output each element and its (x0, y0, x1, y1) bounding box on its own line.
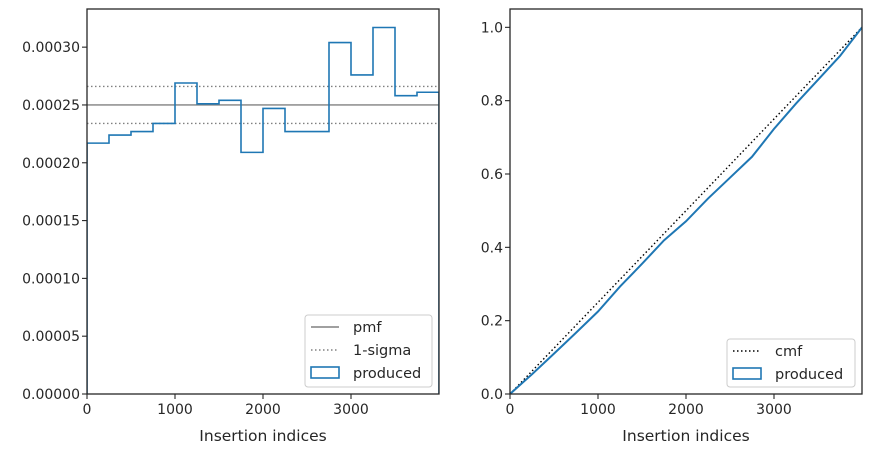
y-tick-label: 0.2 (481, 314, 503, 330)
y-tick-label: 0.00015 (22, 214, 80, 230)
x-tick-label: 0 (83, 402, 92, 418)
legend-handle-produced (732, 367, 762, 380)
x-axis-label: Insertion indices (199, 427, 326, 445)
legend-box (726, 338, 856, 388)
x-tick-label: 3000 (756, 402, 792, 418)
axes-frame (86, 8, 440, 395)
legend-handle-produced (310, 366, 340, 379)
x-tick-label: 2000 (245, 402, 281, 418)
plot-area (87, 26, 439, 394)
x-tick-label: 3000 (333, 402, 369, 418)
chart-panel-1: 0 1000 2000 3000 0.00000 0.00005 0.00010 0.0001… (22, 8, 440, 445)
y-tick-label: 0.6 (481, 167, 503, 183)
y-tick-label: 0.4 (481, 240, 503, 256)
cmf-line (510, 26, 862, 394)
x-tick-label: 1000 (157, 402, 193, 418)
y-tick-label: 0.00000 (22, 387, 80, 403)
y-tick-label: 1.0 (481, 20, 503, 36)
legend-box (304, 314, 433, 388)
axes-frame (509, 8, 863, 395)
legend-label-1-sigma: 1-sigma (353, 343, 411, 359)
y-tick-label: 0.00025 (22, 98, 80, 114)
legend-label-cmf: cmf (775, 344, 803, 360)
plot-area (510, 26, 862, 394)
x-axis-label: Insertion indices (622, 427, 749, 445)
legend-label-produced: produced (353, 366, 421, 382)
legend: cmf produced (726, 338, 856, 388)
y-tick-label: 0.0 (481, 387, 503, 403)
x-tick-label: 0 (506, 402, 515, 418)
x-tick-label: 2000 (668, 402, 704, 418)
y-tick-label: 0.00030 (22, 40, 80, 56)
legend: pmf 1-sigma produced (304, 314, 433, 388)
y-tick-label: 0.8 (481, 94, 503, 110)
produced-step-histogram (87, 26, 439, 394)
chart-panel-2: 0 1000 2000 3000 0.0 0.2 0.4 0.6 0.8 1.0 Insertion… (481, 8, 863, 445)
legend-label-produced: produced (775, 367, 843, 383)
x-tick-label: 1000 (580, 402, 616, 418)
y-tick-label: 0.00010 (22, 271, 80, 287)
y-tick-label: 0.00020 (22, 156, 80, 172)
legend-label-pmf: pmf (353, 320, 382, 336)
y-tick-label: 0.00005 (22, 329, 80, 345)
produced-cumulative-line (510, 26, 862, 394)
